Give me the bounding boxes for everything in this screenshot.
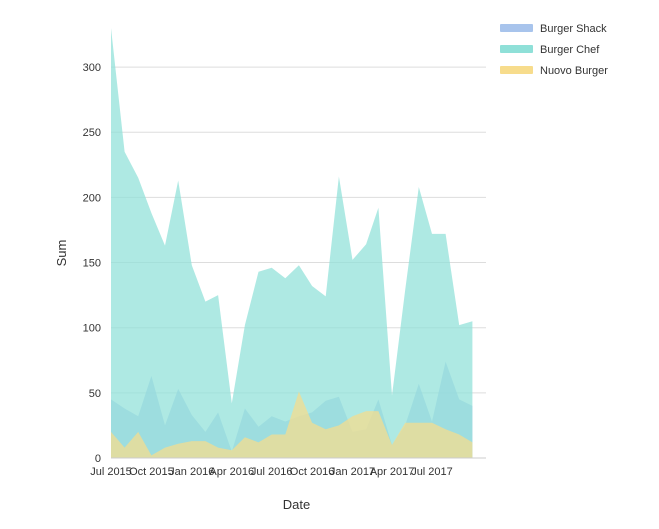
x-axis-title: Date bbox=[283, 497, 310, 512]
series-areas bbox=[111, 28, 473, 458]
y-axis-title: Sum bbox=[54, 240, 69, 267]
x-tick-label: Jan 2017 bbox=[330, 466, 375, 478]
legend-swatch bbox=[500, 45, 533, 53]
x-tick-label: Oct 2015 bbox=[129, 466, 174, 478]
x-tick-label: Jan 2016 bbox=[169, 466, 214, 478]
y-tick-label: 50 bbox=[89, 388, 101, 400]
legend-label: Nuovo Burger bbox=[540, 65, 608, 77]
y-tick-label: 0 bbox=[95, 453, 101, 465]
y-tick-label: 250 bbox=[83, 127, 101, 139]
series-area-burger-chef bbox=[111, 28, 473, 458]
y-tick-label: 200 bbox=[83, 192, 101, 204]
y-tick-label: 300 bbox=[83, 62, 101, 74]
x-tick-label: Jul 2017 bbox=[411, 466, 453, 478]
legend-label: Burger Chef bbox=[540, 44, 600, 56]
y-tick-label: 100 bbox=[83, 323, 101, 335]
x-tick-label: Jul 2015 bbox=[90, 466, 132, 478]
x-tick-label: Oct 2016 bbox=[290, 466, 335, 478]
y-axis-ticks: 0 50 100 150 200 250 300 bbox=[83, 62, 101, 465]
series-area-nuovo-burger bbox=[111, 391, 473, 458]
x-tick-label: Apr 2016 bbox=[209, 466, 254, 478]
x-tick-label: Apr 2017 bbox=[370, 466, 415, 478]
legend-swatch bbox=[500, 66, 533, 74]
x-tick-label: Jul 2016 bbox=[251, 466, 293, 478]
legend-swatch bbox=[500, 24, 533, 32]
y-tick-label: 150 bbox=[83, 258, 101, 270]
legend: Burger Shack Burger Chef Nuovo Burger bbox=[500, 23, 608, 77]
legend-label: Burger Shack bbox=[540, 23, 607, 35]
